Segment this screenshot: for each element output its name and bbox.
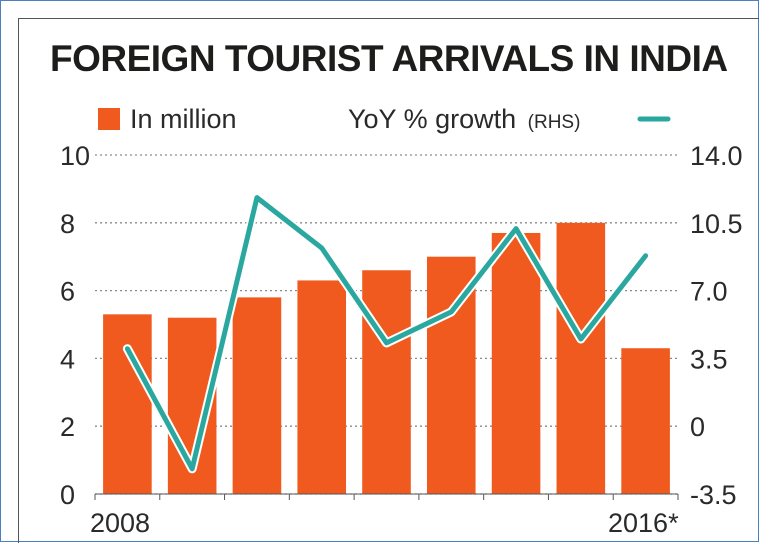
- bar: [103, 314, 152, 494]
- x-tick-label: 2016*: [608, 508, 679, 538]
- right-tick-label: 0: [690, 412, 705, 442]
- legend-label-line-name: YoY % growth: [348, 104, 516, 134]
- left-tick-label: 6: [60, 277, 75, 307]
- right-tick-label: 7.0: [690, 277, 728, 307]
- bar: [556, 222, 606, 495]
- left-tick-label: 2: [60, 412, 75, 442]
- chart-title: FOREIGN TOURIST ARRIVALS IN INDIA: [50, 38, 728, 79]
- legend-label-line-suffix: (RHS): [528, 112, 581, 133]
- legend: In million YoY % growth (RHS): [98, 104, 671, 134]
- x-tick-label: 2008: [90, 508, 150, 538]
- bar: [362, 270, 411, 494]
- axes: 0 2 4 6 8 10 -3.5 0 3.5 7.0 10.5 14.0 2008 2016*: [60, 141, 743, 538]
- bar: [232, 297, 282, 494]
- chart-panel: [18, 18, 759, 543]
- legend-swatch-bars: [98, 108, 120, 130]
- legend-label-bars: In million: [130, 104, 237, 134]
- right-tick-label: -3.5: [690, 480, 737, 510]
- bar: [621, 348, 670, 494]
- growth-line: [124, 195, 649, 472]
- left-tick-label: 10: [60, 141, 90, 171]
- line-series: [122, 193, 651, 474]
- bar: [297, 280, 347, 494]
- left-tick-label: 4: [60, 344, 75, 374]
- right-tick-label: 10.5: [690, 209, 743, 239]
- right-tick-label: 3.5: [690, 344, 728, 374]
- left-tick-label: 0: [60, 480, 75, 510]
- left-tick-label: 8: [60, 209, 75, 239]
- right-tick-label: 14.0: [690, 141, 743, 171]
- bar: [491, 232, 541, 494]
- legend-label-line: YoY % growth (RHS): [348, 104, 580, 134]
